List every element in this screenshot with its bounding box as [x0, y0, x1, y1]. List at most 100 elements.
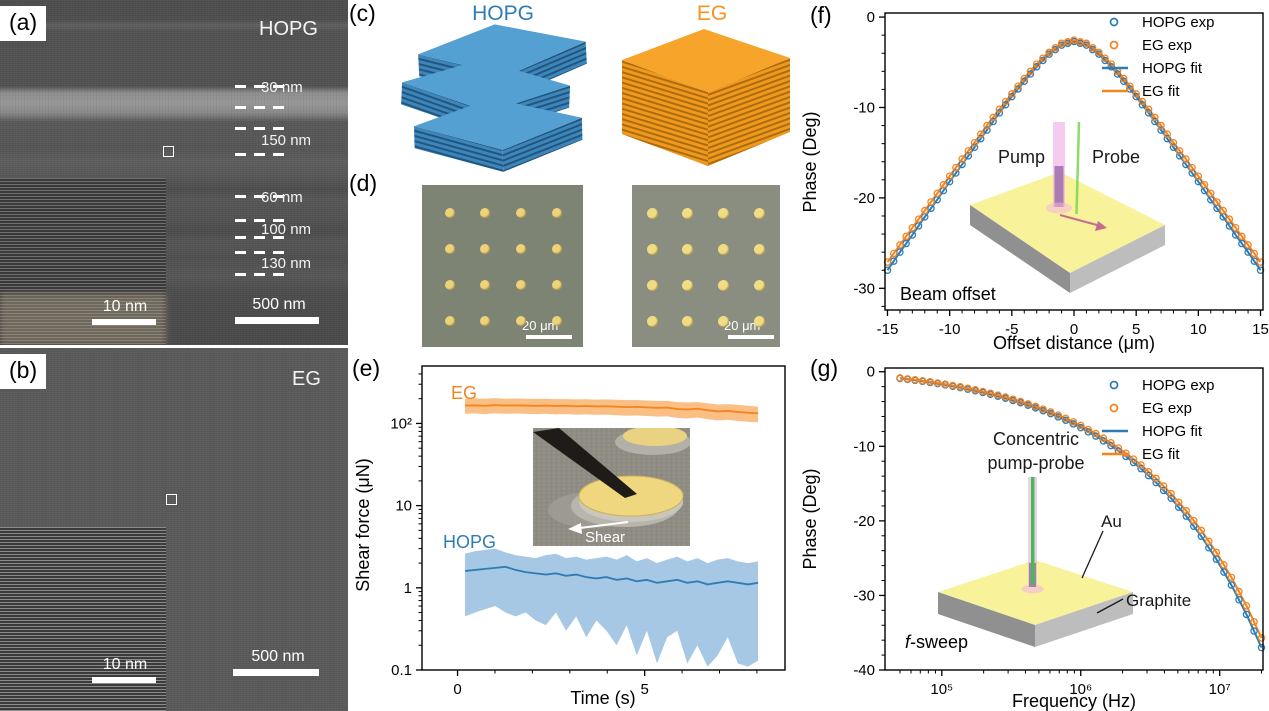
panel-a-label: (a) — [0, 6, 47, 41]
eg-slab — [622, 29, 790, 166]
band-eg_band — [465, 398, 759, 423]
layer-boundary-dash — [235, 195, 286, 198]
x-tick-label: 10 — [1190, 321, 1207, 338]
scalebar-label: 20 μm — [724, 318, 761, 333]
gold-dot — [681, 243, 693, 255]
legend: HOPG exp EG exp HOPG fit EG fit — [1102, 14, 1215, 100]
chart-annotation: Beam offset — [900, 284, 996, 304]
inset-scalebar — [92, 677, 156, 683]
gold-dot — [552, 316, 562, 326]
gold-dot — [646, 243, 658, 255]
slab-right-face — [1070, 225, 1165, 293]
x-tick-label: 10⁶ — [1069, 681, 1092, 698]
zoom-region-marker — [163, 146, 174, 157]
legend-label: HOPG exp — [1142, 377, 1215, 394]
y-tick-label: -10 — [853, 438, 875, 455]
gold-dot — [681, 315, 693, 327]
gold-dot — [646, 207, 658, 219]
y-tick-label: -40 — [853, 662, 875, 679]
legend-label: HOPG fit — [1142, 423, 1203, 440]
gold-dot — [717, 279, 729, 291]
optical-image-eg-dots: 20 μm — [632, 185, 780, 347]
x-tick-label: 5 — [1132, 321, 1140, 338]
probe-beam — [1075, 121, 1081, 215]
y-tick-label: 10² — [390, 415, 412, 432]
x-tick-label: 5 — [640, 681, 648, 698]
line-eg_mean — [465, 404, 759, 415]
pump-spot-glow — [1046, 202, 1072, 214]
graphite-label: Graphite — [1126, 591, 1191, 610]
gold-dot — [753, 243, 765, 255]
layer-boundary-dash — [235, 127, 286, 130]
au-pointer-line — [1081, 530, 1104, 579]
legend-marker — [1109, 17, 1119, 27]
legend-marker — [1109, 40, 1119, 50]
legend-marker — [1109, 403, 1119, 413]
y-tick-label: -30 — [853, 280, 875, 297]
chart-annotation: f-sweep — [905, 632, 968, 652]
scalebar-label: 500 nm — [252, 296, 306, 313]
concentric-label-line2: pump-probe — [987, 453, 1084, 473]
optical-image-hopg-dots: 20 μm — [422, 185, 583, 347]
hopg-slab — [414, 98, 583, 172]
gold-dot — [552, 244, 562, 254]
frequency-sweep-inset: Concentric pump-probe Au Graphite — [938, 429, 1191, 647]
probe-beam — [1031, 477, 1035, 585]
legend-label: EG fit — [1142, 446, 1180, 463]
concentric-label-line1: Concentric — [993, 429, 1079, 449]
beam-spot-glow — [1021, 584, 1044, 594]
gold-dot — [516, 244, 526, 254]
gold-dot — [717, 315, 729, 327]
offset-arrow — [1059, 214, 1098, 226]
layer-label: 30 nm — [261, 79, 303, 96]
layer-boundary-dash — [235, 219, 286, 222]
x-tick-label: 15 — [1252, 321, 1269, 338]
panel-g-label: (g) — [810, 355, 839, 381]
probe-label: Probe — [1092, 147, 1140, 167]
panel-b-material-tag: EG — [292, 368, 321, 390]
panel-b-sem-image: (b) EG 500 nm 10 nm — [0, 348, 348, 711]
layer-boundary-dash — [235, 273, 286, 276]
y-tick-label: -10 — [853, 99, 875, 116]
y-tick-label: -20 — [853, 513, 875, 530]
chart-annotation: HOPG — [443, 532, 496, 552]
gold-dot — [753, 279, 765, 291]
y-tick-label: 0 — [867, 364, 875, 381]
gold-dot — [445, 316, 455, 326]
layer-label: 60 nm — [261, 189, 303, 206]
gold-dot — [516, 208, 526, 218]
chart-annotation: EG — [451, 383, 477, 403]
pump-beam-lower — [1054, 166, 1064, 207]
gold-dot — [681, 279, 693, 291]
gold-dot — [717, 207, 729, 219]
line-hopg_fit — [886, 40, 1262, 271]
x-axis-title: Time (s) — [570, 688, 635, 708]
axis-ticks: 0 5 0.1 1 10 10² — [390, 373, 758, 698]
axis-ticks: -15 -10 -5 0 5 10 15 0 -10 -20 -30 — [853, 9, 1269, 338]
legend-label: EG fit — [1142, 83, 1180, 100]
axis-ticks: 10⁵ 10⁶ 10⁷ 0 -10 -20 -30 -40 — [853, 364, 1263, 698]
legend-label: HOPG fit — [1142, 60, 1203, 77]
scalebar — [235, 317, 319, 324]
gold-dot — [445, 280, 455, 290]
x-axis-title: Offset distance (μm) — [993, 333, 1155, 353]
y-axis-title: Phase (Deg) — [800, 111, 820, 212]
gold-dot — [516, 280, 526, 290]
gold-dot — [753, 315, 765, 327]
legend: HOPG exp EG exp HOPG fit EG fit — [1102, 377, 1215, 463]
scalebar — [233, 669, 319, 676]
y-tick-label: 1 — [404, 580, 412, 597]
scalebar — [526, 335, 572, 339]
x-axis-title: Frequency (Hz) — [1012, 691, 1136, 711]
gold-dot — [646, 315, 658, 327]
gold-dot — [552, 208, 562, 218]
line-hopg_mean — [464, 565, 759, 586]
frequency-sweep-chart: 10⁵ 10⁶ 10⁷ 0 -10 -20 -30 -40 Frequency (Hz) Phas… — [800, 364, 1266, 711]
gold-dot — [445, 208, 455, 218]
slab-left-face — [938, 592, 1035, 647]
shear-arrow — [579, 521, 629, 529]
beam-offset-chart: -15 -10 -5 0 5 10 15 0 -10 -20 -30 Offset distance … — [800, 9, 1269, 353]
layer-boundary-dash — [235, 236, 286, 239]
line-eg_fit — [899, 376, 1263, 639]
